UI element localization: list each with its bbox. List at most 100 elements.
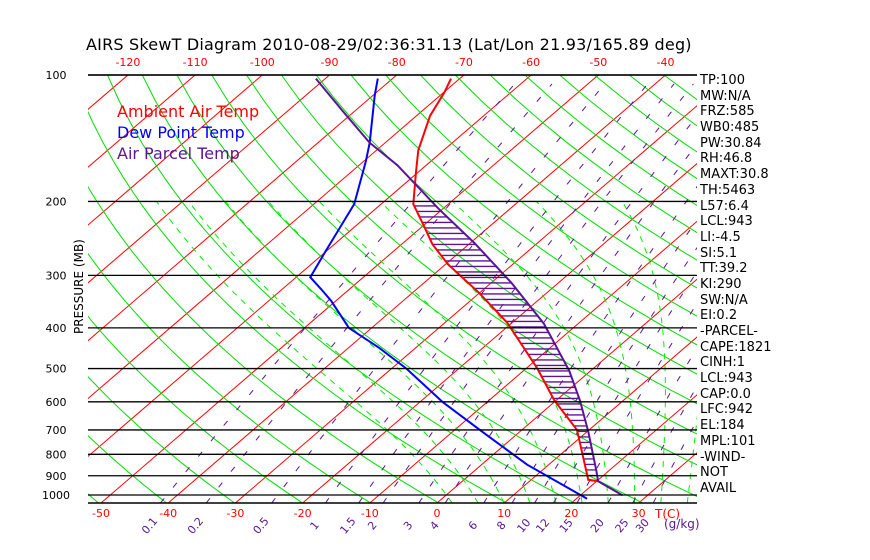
mixing-ratio-line: [632, 385, 697, 503]
stat-item: LCL:943: [700, 214, 753, 230]
moist-adiabat-line: [379, 201, 583, 503]
stat-item: LFC:942: [700, 402, 753, 418]
y-axis-label: PRESSURE (MB): [72, 239, 86, 334]
chart-title: AIRS SkewT Diagram 2010-08-29/02:36:31.1…: [86, 35, 692, 54]
isotherm-line: [369, 220, 697, 503]
moist-adiabat-line: [268, 201, 531, 503]
mixing-ratio-line: [271, 83, 606, 503]
bottom-temp-tick-label: -10: [361, 507, 379, 520]
mixing-ratio-tick-label: 2: [365, 519, 379, 533]
bottom-temp-tick-label: 0: [434, 507, 441, 520]
isotherm-line: [571, 394, 697, 503]
dry-adiabat-line: [420, 75, 697, 289]
moist-adiabat-line: [621, 201, 666, 503]
stat-item: MAXT:30.8: [700, 167, 769, 183]
stat-item: CINH:1: [700, 355, 746, 371]
pressure-tick-label: 300: [46, 269, 67, 282]
stat-item: EI:0.2: [700, 308, 738, 324]
moist-adiabat-line: [225, 201, 505, 503]
stat-item: TP:100: [700, 73, 745, 88]
mixing-ratio-unit: (g/kg): [664, 517, 700, 531]
dry-adiabat-line: [88, 252, 371, 503]
moist-adiabat-line: [535, 201, 635, 503]
ambient-temp-line: [412, 78, 599, 483]
mixing-ratio-tick-label: 4: [427, 519, 441, 533]
isotherm-line: [100, 75, 599, 503]
isotherm-line: [88, 75, 398, 342]
stat-item: MPL:101: [700, 433, 756, 449]
moist-adiabat-line: [686, 201, 697, 503]
pressure-tick-label: 200: [46, 195, 67, 208]
mixing-ratio-line: [160, 83, 516, 503]
pressure-tick-label: 900: [46, 470, 67, 483]
pressure-tick-label: 700: [46, 424, 67, 437]
dry-adiabat-line: [88, 435, 167, 503]
isotherm-line: [88, 75, 196, 168]
mixing-ratio-line: [511, 219, 697, 503]
x-axis-label: T(C): [654, 507, 680, 521]
stat-item: FRZ:585: [700, 104, 755, 120]
stat-item: LCL:943: [700, 371, 753, 387]
top-temp-tick-label: -40: [657, 56, 675, 69]
bottom-temp-tick-label: 30: [632, 507, 646, 520]
stat-item: WB0:485: [700, 120, 760, 136]
mixing-ratio-tick-label: 6: [466, 519, 480, 533]
stat-item: CAPE:1821: [700, 339, 772, 355]
mixing-ratio-line: [607, 346, 697, 503]
stat-item: AVAIL: [700, 480, 737, 496]
mixing-ratio-tick-label: 1: [307, 519, 321, 533]
bottom-temp-tick-label: -50: [92, 507, 110, 520]
isotherm-line: [88, 75, 330, 284]
dry-adiabat-line: [350, 75, 697, 346]
pressure-tick-label: 500: [46, 363, 67, 376]
isotherm-line: [0, 75, 61, 503]
legend-ambient: Ambient Air Temp: [117, 102, 259, 121]
dry-adiabat-line: [489, 75, 697, 234]
plot-area: [0, 75, 697, 503]
moist-adiabat-line: [452, 201, 609, 503]
dry-adiabat-line: [246, 75, 697, 435]
isotherm-line: [302, 162, 697, 503]
stat-item: SW:N/A: [700, 292, 748, 308]
bottom-temp-tick-label: -20: [294, 507, 312, 520]
stat-item: TT:39.2: [700, 261, 748, 277]
parcel-temp-line: [315, 77, 624, 497]
stat-item: PW:30.84: [700, 135, 762, 151]
moist-adiabat-line: [156, 201, 453, 503]
bottom-temp-tick-label: -30: [226, 507, 244, 520]
dry-adiabat-line: [88, 376, 235, 503]
dry-adiabat-line: [524, 75, 697, 207]
bottom-temp-tick-label: 20: [564, 507, 578, 520]
dry-adiabat-line: [280, 75, 697, 405]
isotherm-line: [88, 75, 263, 226]
mixing-ratio-tick-label: 3: [401, 519, 415, 533]
mixing-ratio-tick-label: 8: [494, 519, 508, 533]
mixing-ratio-tick-label: 0.1: [139, 515, 160, 537]
top-temp-tick-label: -60: [522, 56, 540, 69]
dewpoint-line: [309, 78, 588, 500]
mixing-ratio-tick-label: 0.2: [185, 515, 206, 537]
stat-item: RH:46.8: [700, 151, 753, 167]
stat-item: NOT: [700, 465, 728, 481]
dry-adiabat-line: [385, 75, 697, 317]
isotherm-line: [88, 75, 532, 458]
mixing-ratio-line: [483, 185, 697, 503]
dry-adiabat-line: [454, 75, 697, 261]
stat-item: LI:-4.5: [700, 229, 741, 245]
dry-adiabat-line: [88, 185, 440, 503]
pressure-tick-label: 1000: [42, 489, 70, 502]
dry-adiabat-line: [315, 75, 697, 375]
stat-item: SI:5.1: [700, 245, 738, 261]
mixing-ratio-tick-label: 20: [588, 516, 607, 535]
legend-parcel: Air Parcel Temp: [117, 144, 240, 163]
isotherm-line: [88, 75, 465, 400]
mixing-ratio-tick-label: 0.5: [250, 515, 271, 537]
top-temp-tick-label: -80: [388, 56, 406, 69]
pressure-tick-label: 600: [46, 396, 67, 409]
top-temp-tick-label: -70: [455, 56, 473, 69]
top-temp-tick-label: -100: [250, 56, 275, 69]
mixing-ratio-tick-label: 25: [613, 516, 632, 535]
mixing-ratio-line: [205, 83, 553, 503]
pressure-tick-label: 400: [46, 322, 67, 335]
